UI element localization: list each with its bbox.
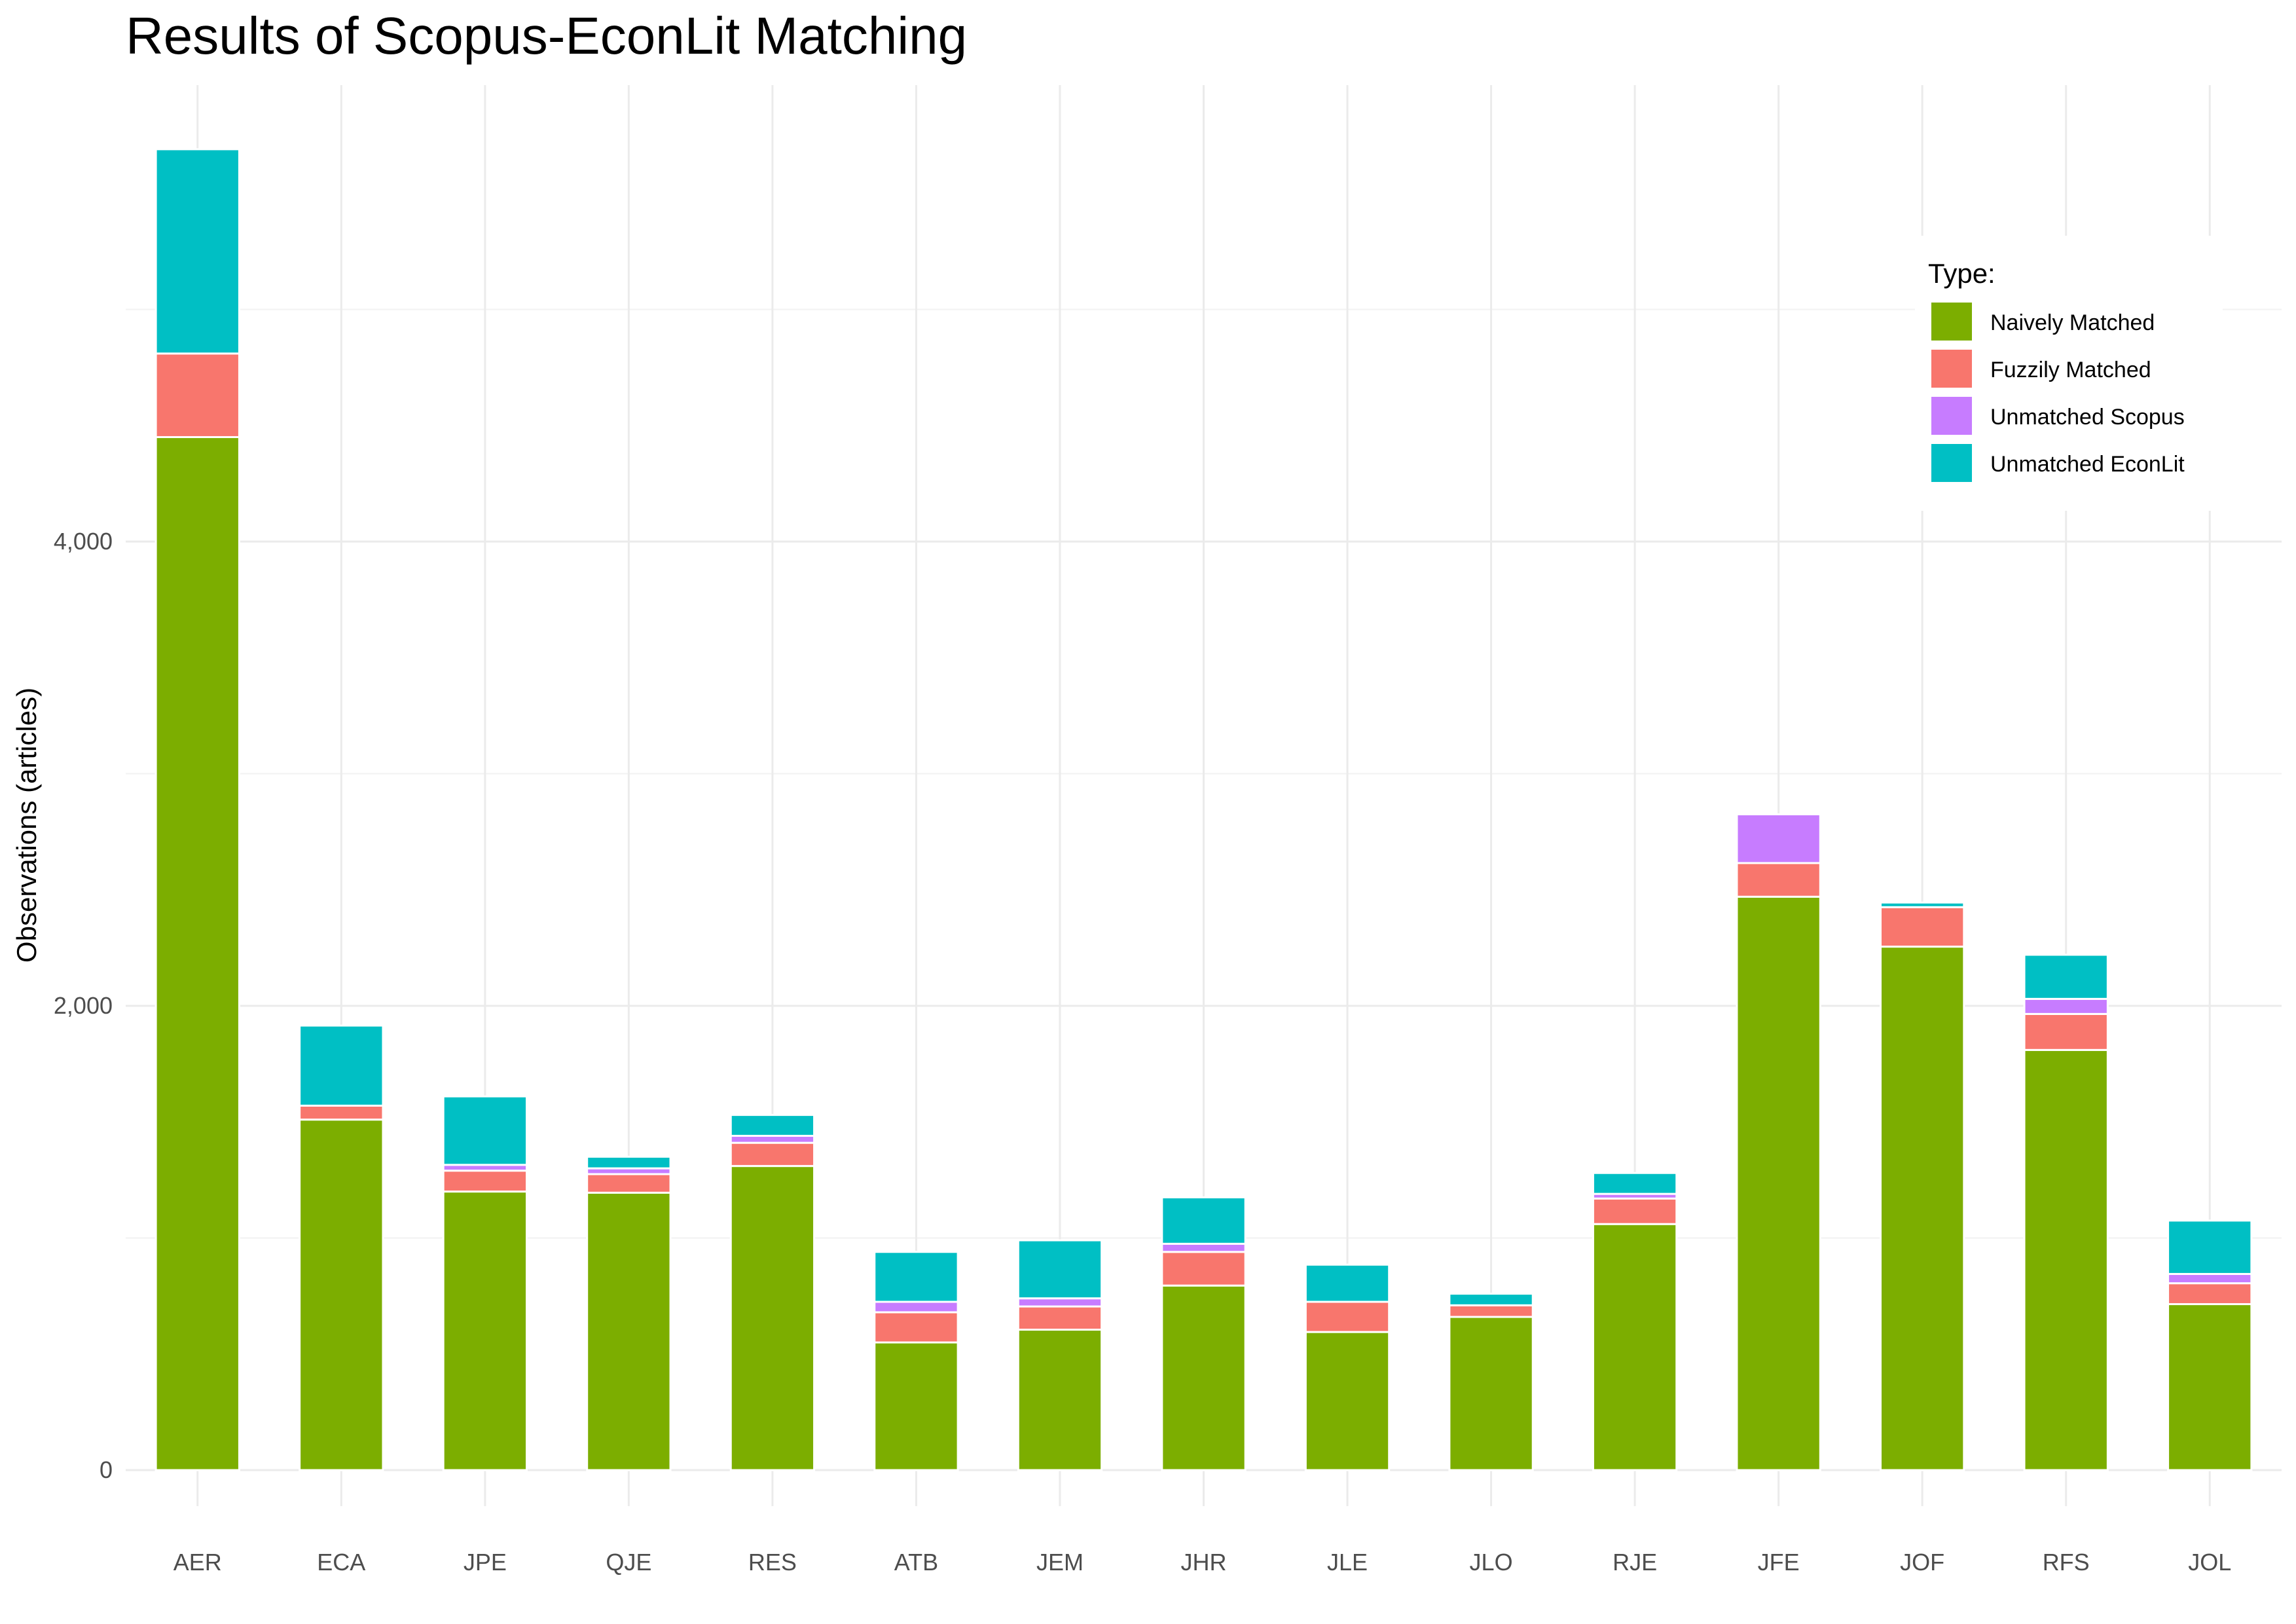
bar-segment	[299, 1104, 384, 1121]
bar-segment	[2023, 953, 2109, 1000]
bar-segment	[1736, 813, 1821, 864]
y-tick-label: 0	[100, 1456, 113, 1483]
bar-segment	[1736, 862, 1821, 898]
bar-segment	[1017, 1239, 1103, 1300]
bar-segment	[2167, 1303, 2253, 1471]
bar-segment	[1880, 906, 1965, 948]
x-tick-label: JOF	[1900, 1549, 1944, 1576]
bar-segment	[2023, 997, 2109, 1015]
bar-segment	[1592, 1223, 1678, 1471]
bar-segment	[155, 148, 240, 355]
legend: Type: Naively Matched Fuzzily Matched Unma…	[1915, 236, 2223, 511]
chart-title: Results of Scopus-EconLit Matching	[126, 7, 967, 65]
x-tick-label: ATB	[894, 1549, 938, 1576]
bar-segment	[442, 1095, 528, 1166]
y-tick-label: 2,000	[54, 992, 113, 1019]
bar-segment	[1017, 1297, 1103, 1308]
bar-segment	[1161, 1251, 1247, 1287]
x-tick-label: JLO	[1470, 1549, 1513, 1576]
bar-segment	[1736, 895, 1821, 1471]
bar-segment	[1304, 1331, 1391, 1471]
x-axis-ticks: AER ECA JPE QJE RES ATB JEM JHR JLE JLO RJE JFE JOF R…	[173, 1549, 2231, 1576]
y-axis-ticks: 0 2,000 4,000	[54, 528, 113, 1483]
y-axis-title: Observations (articles)	[11, 688, 42, 963]
x-tick-label: JHR	[1181, 1549, 1227, 1576]
bar-segment	[873, 1311, 959, 1344]
bar-segment	[873, 1301, 959, 1314]
x-tick-label: JPE	[464, 1549, 507, 1576]
bar-segment	[1880, 946, 1965, 1471]
bar-segment	[586, 1191, 672, 1471]
bar-segment	[2023, 1012, 2109, 1051]
x-tick-label: JOL	[2188, 1549, 2231, 1576]
bar-segment	[729, 1141, 816, 1168]
bar-segment	[1161, 1196, 1247, 1245]
bar-segment	[299, 1118, 384, 1471]
y-tick-label: 4,000	[54, 528, 113, 555]
x-tick-label: ECA	[317, 1549, 365, 1576]
bar-segment	[2167, 1282, 2253, 1306]
x-tick-label: QJE	[606, 1549, 651, 1576]
bar-segment	[155, 352, 240, 438]
bar-segment	[729, 1135, 816, 1144]
x-tick-label: RFS	[2043, 1549, 2090, 1576]
x-tick-label: JFE	[1758, 1549, 1800, 1576]
bar-segment	[2167, 1272, 2253, 1285]
bar-segment	[442, 1170, 528, 1193]
bar-segment	[1161, 1284, 1247, 1471]
bar-segment	[1592, 1197, 1678, 1225]
bar-segment	[586, 1173, 672, 1194]
bar-segment	[1161, 1242, 1247, 1253]
bar-segment	[1592, 1172, 1678, 1195]
legend-title: Type:	[1928, 258, 1995, 289]
legend-label: Fuzzily Matched	[1990, 358, 2151, 382]
x-tick-label: JEM	[1036, 1549, 1084, 1576]
legend-swatch	[1931, 350, 1972, 388]
bar-segment	[155, 435, 240, 1471]
bar-segment	[1448, 1304, 1534, 1318]
bar-segment	[1304, 1263, 1391, 1303]
x-tick-label: AER	[173, 1549, 222, 1576]
bar-segment	[1017, 1329, 1103, 1471]
bar-segment	[1304, 1301, 1391, 1333]
legend-label: Unmatched EconLit	[1990, 452, 2185, 477]
bar-segment	[1448, 1316, 1534, 1471]
legend-label: Unmatched Scopus	[1990, 405, 2185, 430]
bars	[155, 148, 2253, 1471]
bar-segment	[729, 1165, 816, 1471]
legend-items: Naively Matched Fuzzily Matched Unmatched …	[1931, 303, 2185, 482]
legend-swatch	[1931, 303, 1972, 341]
bar-segment	[586, 1155, 672, 1170]
x-tick-label: RJE	[1613, 1549, 1657, 1576]
x-tick-label: RES	[748, 1549, 797, 1576]
bar-segment	[873, 1341, 959, 1471]
bar-segment	[729, 1114, 816, 1137]
bar-segment	[442, 1190, 528, 1471]
bar-segment	[1448, 1293, 1534, 1306]
bar-segment	[1880, 901, 1965, 908]
legend-swatch	[1931, 397, 1972, 435]
legend-swatch	[1931, 444, 1972, 482]
x-tick-label: JLE	[1327, 1549, 1368, 1576]
bar-segment	[873, 1251, 959, 1303]
bar-segment	[2167, 1219, 2253, 1275]
bar-segment	[2023, 1048, 2109, 1471]
legend-label: Naively Matched	[1990, 310, 2155, 335]
bar-segment	[299, 1024, 384, 1107]
bar-segment	[1017, 1305, 1103, 1331]
